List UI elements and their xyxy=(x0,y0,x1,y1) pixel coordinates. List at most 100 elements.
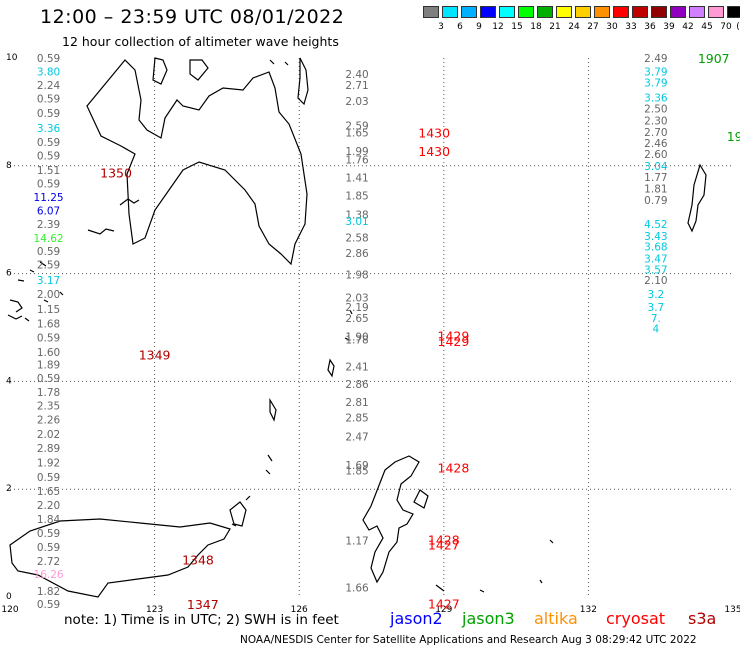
wave-height-value: 1.90 xyxy=(345,332,368,344)
colorbar-label: 42 xyxy=(682,22,694,32)
wave-height-value: 2.20 xyxy=(37,500,60,512)
wave-height-value: 2.60 xyxy=(644,149,667,161)
colorbar-swatch xyxy=(689,6,705,18)
colorbar-swatch xyxy=(556,6,572,18)
wave-height-value: 1.65 xyxy=(345,127,368,139)
wave-height-value: 2.00 xyxy=(37,289,60,301)
colorbar-label: 30 xyxy=(606,22,618,32)
wave-height-labels: 0.593.802.240.590.593.360.590.591.510.59… xyxy=(34,53,668,611)
wave-height-value: 0.59 xyxy=(37,137,60,149)
wave-height-value: 3.79 xyxy=(644,77,667,89)
pass-time-label: 1429 xyxy=(438,334,470,349)
wave-height-value: 2.86 xyxy=(345,379,369,391)
wave-height-value: 2.49 xyxy=(644,53,667,65)
colorbar-label: 12 xyxy=(492,22,504,32)
satellite-jason3: jason3 xyxy=(462,609,515,628)
colorbar-swatch xyxy=(518,6,534,18)
wave-height-value: 3.80 xyxy=(37,66,60,78)
wave-height-value: 1.89 xyxy=(37,360,60,372)
y-tick-label: 2 xyxy=(6,484,12,494)
lat-lon-grid xyxy=(10,58,733,597)
pass-time-label: 1906 xyxy=(727,129,740,144)
y-tick-label: 4 xyxy=(6,376,12,386)
colorbar-label: 15 xyxy=(511,22,523,32)
wave-height-value: 3.7 xyxy=(648,302,665,314)
colorbar-label: 39 xyxy=(663,22,675,32)
wave-height-value: 1.17 xyxy=(345,535,368,547)
wave-height-value: 1.60 xyxy=(37,347,60,359)
pass-time-label: 1350 xyxy=(100,165,132,180)
colorbar-swatch xyxy=(480,6,496,18)
wave-height-value: 1.81 xyxy=(644,183,667,195)
colorbar-swatch xyxy=(442,6,458,18)
wave-height-value: 6.07 xyxy=(37,206,60,218)
wave-height-value: 2.65 xyxy=(345,313,368,325)
wave-height-value: 0.59 xyxy=(37,599,60,611)
pass-time-label: 1429 xyxy=(438,329,470,344)
pass-time-label: 1430 xyxy=(418,125,450,140)
wave-height-value: 3.36 xyxy=(644,92,668,104)
wave-height-value: 0.59 xyxy=(37,246,60,258)
wave-height-value: 3.2 xyxy=(648,289,665,301)
colorbar-label: 21 xyxy=(549,22,561,32)
wave-height-value: 2.39 xyxy=(37,219,60,231)
wave-height-value: 3.17 xyxy=(37,275,60,287)
pass-time-label: 1348 xyxy=(182,552,214,567)
wave-height-value: 14.62 xyxy=(34,233,64,245)
wave-height-value: 2.47 xyxy=(345,431,368,443)
y-tick-label: 8 xyxy=(6,161,12,171)
wave-height-value: 3.43 xyxy=(644,231,667,243)
wave-height-value: 1.41 xyxy=(345,173,368,185)
colorbar-swatch xyxy=(594,6,610,18)
wave-height-value: 1.78 xyxy=(345,334,368,346)
satellite-jason2: jason2 xyxy=(390,609,443,628)
coastline-palau xyxy=(687,163,707,233)
colorbar-swatch xyxy=(670,6,686,18)
wave-height-value: 1.98 xyxy=(345,270,368,282)
wave-height-value: 2.02 xyxy=(37,429,60,441)
satellite-s3a: s3a xyxy=(688,609,717,628)
x-tick-label: 123 xyxy=(146,605,163,615)
colorbar-swatch xyxy=(632,6,648,18)
pass-time-label: 1427 xyxy=(428,538,460,553)
footnote: note: 1) Time is in UTC; 2) SWH is in fe… xyxy=(64,612,339,628)
wave-height-value: 2.50 xyxy=(644,104,667,116)
wave-height-value: 2.86 xyxy=(345,248,369,260)
y-tick-label: 10 xyxy=(6,53,18,63)
wave-height-value: 0.59 xyxy=(37,108,60,120)
colorbar-swatch xyxy=(537,6,553,18)
wave-height-value: 2.70 xyxy=(644,127,667,139)
colorbar-label: 24 xyxy=(568,22,580,32)
wave-height-value: 1.92 xyxy=(37,457,60,469)
wave-height-value: 1.15 xyxy=(37,304,60,316)
x-tick-label: 126 xyxy=(291,605,308,615)
x-tick-label: 129 xyxy=(435,605,452,615)
chart-subtitle: 12 hour collection of altimeter wave hei… xyxy=(62,34,339,49)
wave-height-value: 2.03 xyxy=(345,96,368,108)
colorbar-swatch xyxy=(499,6,515,18)
wave-height-value: 0.59 xyxy=(37,528,60,540)
colorbar-label: 33 xyxy=(625,22,637,32)
footnote-text: note: 1) Time is in UTC; 2) SWH is in fe… xyxy=(64,612,339,628)
wave-height-value: 3.36 xyxy=(37,123,61,135)
wave-height-value: 3.47 xyxy=(644,254,667,266)
wave-height-value: 0.59 xyxy=(37,542,60,554)
wave-height-value: 2.46 xyxy=(644,138,668,150)
colorbar-label: 36 xyxy=(644,22,656,32)
coastline-misc xyxy=(435,539,554,593)
wave-height-value: 1.66 xyxy=(345,582,369,594)
satellite-cryosat: cryosat xyxy=(606,609,666,628)
colorbar-label: 9 xyxy=(476,22,482,32)
wave-height-value: 1.68 xyxy=(37,319,60,331)
credit-footer: NOAA/NESDIS Center for Satellite Applica… xyxy=(240,634,697,646)
wave-height-value: 2.59 xyxy=(345,120,368,132)
wave-height-value: 0.59 xyxy=(37,53,60,65)
wave-height-value: 1.85 xyxy=(345,465,368,477)
coastline-mindanao xyxy=(86,59,308,266)
wave-height-value: 1.84 xyxy=(37,514,61,526)
wave-height-value: 1.65 xyxy=(37,486,60,498)
wave-height-value: 3.01 xyxy=(345,216,368,228)
wave-height-value: 2.81 xyxy=(345,397,368,409)
pass-time-label: 1428 xyxy=(438,461,470,476)
wave-height-value: 2.89 xyxy=(37,443,60,455)
